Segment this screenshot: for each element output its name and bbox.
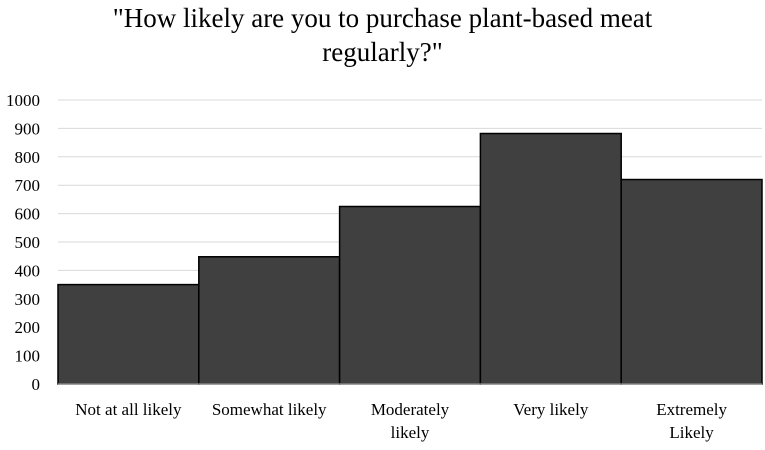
x-category-label: Not at all likely — [75, 400, 182, 419]
bar — [198, 256, 341, 385]
x-category-label: Likely — [669, 423, 714, 442]
y-tick-label: 0 — [32, 375, 41, 394]
y-tick-label: 900 — [15, 119, 41, 138]
x-category-label: Extremely — [656, 400, 727, 419]
x-category-label: Somewhat likely — [212, 400, 327, 419]
x-axis-labels: Not at all likely Somewhat likely Moderate… — [75, 400, 727, 442]
y-tick-label: 300 — [15, 290, 41, 309]
y-tick-label: 600 — [15, 205, 41, 224]
y-tick-label: 500 — [15, 233, 41, 252]
bar — [620, 178, 763, 385]
bar — [479, 132, 622, 385]
bar — [338, 205, 482, 385]
y-axis-ticks: 0 100 200 300 400 500 600 700 800 900 1000 — [6, 91, 40, 394]
y-tick-label: 400 — [15, 261, 41, 280]
x-category-label: likely — [391, 423, 430, 442]
bar — [57, 283, 200, 385]
chart-title-line-1: "How likely are you to purchase plant-ba… — [113, 3, 653, 33]
y-tick-label: 1000 — [6, 91, 40, 110]
y-tick-label: 700 — [15, 176, 41, 195]
y-tick-label: 100 — [15, 347, 41, 366]
y-tick-label: 800 — [15, 148, 41, 167]
x-category-label: Very likely — [513, 400, 589, 419]
bars — [57, 132, 763, 385]
x-category-label: Moderately — [371, 400, 450, 419]
chart-title-line-2: regularly?" — [322, 37, 442, 67]
y-tick-label: 200 — [15, 318, 41, 337]
